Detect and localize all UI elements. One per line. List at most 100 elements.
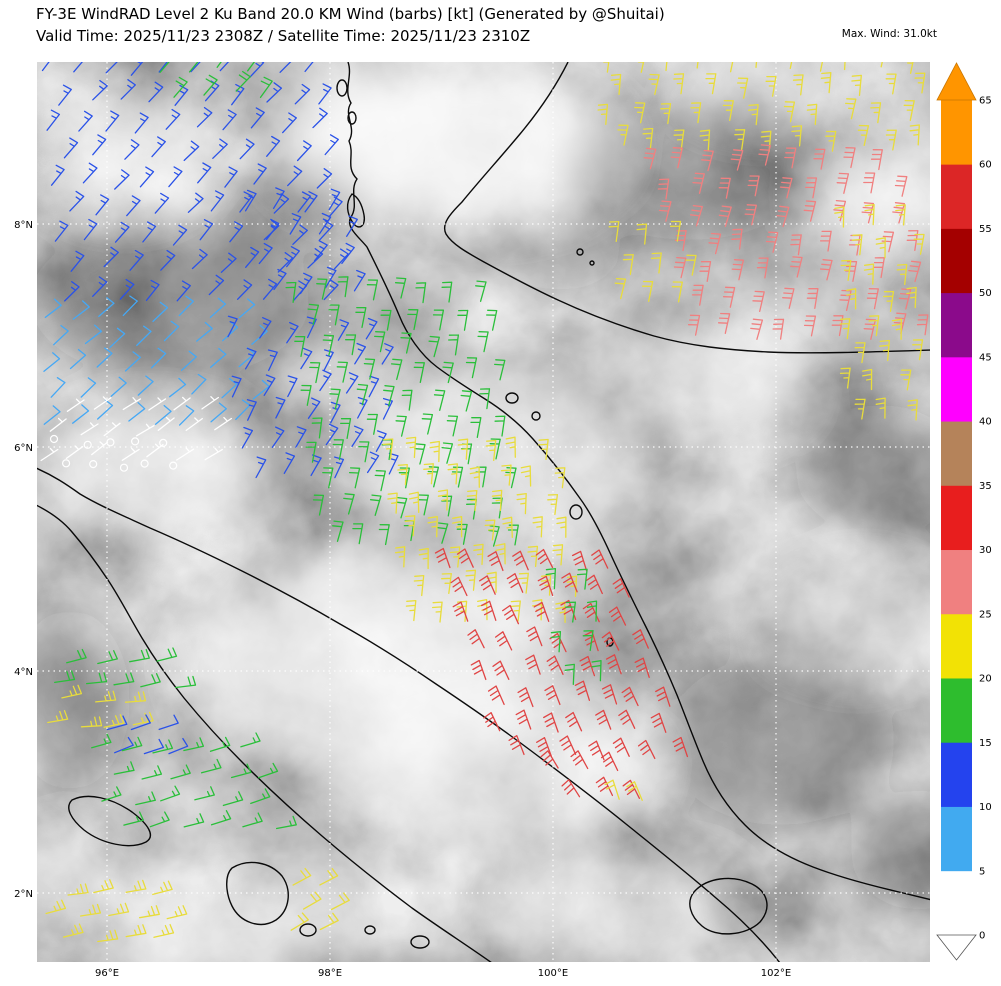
- colorbar-segment: [941, 742, 972, 807]
- wind-barb: [146, 443, 164, 458]
- wind-barb: [337, 276, 349, 298]
- map-title: FY-3E WindRAD Level 2 Ku Band 20.0 KM Wi…: [36, 5, 665, 23]
- wind-barb: [170, 764, 191, 780]
- wind-barb: [561, 779, 581, 798]
- wind-barb: [354, 342, 367, 365]
- colorbar-segment: [941, 356, 972, 422]
- wind-barb: [516, 492, 527, 515]
- wind-barb: [149, 811, 170, 828]
- wind-barb: [96, 347, 113, 368]
- wind-barb: [154, 192, 170, 214]
- wind-barb: [113, 761, 135, 775]
- wind-barb: [103, 714, 125, 728]
- wind-barb: [67, 883, 89, 896]
- wind-barb: [634, 657, 650, 678]
- wind-barb: [556, 516, 567, 538]
- wind-barb: [765, 75, 777, 97]
- wind-barb: [266, 82, 283, 103]
- wind-barb: [415, 282, 427, 304]
- colorbar-arrow-up: [936, 62, 977, 101]
- wind-barb: [345, 372, 359, 394]
- wind-barb: [352, 523, 364, 545]
- wind-barb: [477, 331, 489, 353]
- wind-barb: [114, 221, 130, 243]
- wind-barb: [492, 660, 510, 680]
- island-small-8: [364, 925, 376, 935]
- wind-barb: [62, 923, 84, 938]
- wind-barb: [734, 129, 746, 151]
- wind-barb: [701, 149, 714, 172]
- wind-barb: [544, 685, 561, 706]
- wind-barb: [95, 690, 117, 703]
- wind-barb: [722, 286, 736, 308]
- wind-barb: [273, 268, 287, 291]
- colorbar-tick-label: 35: [979, 481, 992, 492]
- wind-barb: [614, 277, 627, 300]
- island-simeulue: [68, 795, 151, 847]
- wind-barb: [622, 254, 634, 276]
- lon-tick-label: 100°E: [538, 968, 568, 979]
- wind-barb: [408, 491, 420, 513]
- calm-wind-circle: [159, 438, 168, 447]
- wind-barb: [307, 397, 321, 419]
- calm-wind-circle: [169, 461, 178, 470]
- wind-barb: [473, 543, 484, 566]
- wind-barb: [69, 348, 87, 370]
- wind-barb: [290, 912, 309, 931]
- wind-barb: [199, 219, 214, 241]
- wind-barb: [210, 190, 225, 212]
- wind-barb: [135, 791, 156, 806]
- wind-barb: [457, 438, 469, 460]
- axis-labels: 8°N 6°N 4°N 2°N 96°E 98°E 100°E 102°E: [14, 220, 791, 979]
- map-subtitle-valid-time: Valid Time: 2025/11/23 2308Z / Satellite…: [36, 27, 531, 45]
- map-area: [37, 62, 930, 962]
- wind-barb: [758, 144, 771, 166]
- wind-barb: [66, 648, 87, 664]
- wind-barb: [561, 572, 578, 593]
- wind-barb: [150, 347, 167, 369]
- wind-barb: [907, 62, 914, 74]
- wind-barb: [750, 318, 764, 340]
- wind-barb: [245, 246, 260, 268]
- wind-barb: [892, 202, 906, 224]
- wind-barb: [365, 317, 378, 340]
- wind-barb: [495, 543, 506, 565]
- wind-barb: [191, 248, 208, 270]
- wind-barb: [466, 489, 478, 512]
- wind-barb: [843, 147, 856, 169]
- wind-barb: [80, 377, 97, 398]
- wind-barb: [130, 62, 144, 76]
- wind-barb: [900, 369, 912, 391]
- wind-barb: [137, 375, 154, 396]
- wind-barb: [84, 324, 103, 345]
- wind-barb: [658, 200, 672, 222]
- wind-barb: [621, 686, 639, 707]
- wind-barb: [229, 221, 244, 243]
- wind-barb: [44, 298, 62, 319]
- wind-barb: [66, 398, 85, 412]
- wind-barb: [784, 147, 797, 169]
- wind-barb: [152, 301, 169, 323]
- wind-barb: [604, 779, 620, 800]
- wind-barb: [319, 912, 339, 931]
- wind-barb: [428, 335, 440, 358]
- wind-barb: [300, 347, 313, 370]
- coastline-gulf-of-thailand: [444, 62, 930, 354]
- wind-barb: [120, 79, 136, 100]
- wind-barb: [601, 684, 618, 705]
- colorbar-segment: [941, 292, 972, 358]
- wind-barb: [776, 205, 790, 228]
- wind-barb: [309, 362, 321, 384]
- wind-barb: [209, 736, 231, 752]
- island-small-4: [576, 248, 584, 256]
- wind-barb: [525, 654, 541, 675]
- wind-barb: [166, 905, 188, 920]
- wind-barb: [266, 135, 281, 157]
- wind-barb: [502, 604, 520, 625]
- wind-barb: [591, 549, 609, 569]
- wind-barb: [634, 102, 646, 124]
- wind-barb: [140, 673, 161, 688]
- calm-wind-circle: [106, 438, 115, 447]
- wind-barb: [536, 737, 553, 758]
- wind-barb: [299, 272, 313, 295]
